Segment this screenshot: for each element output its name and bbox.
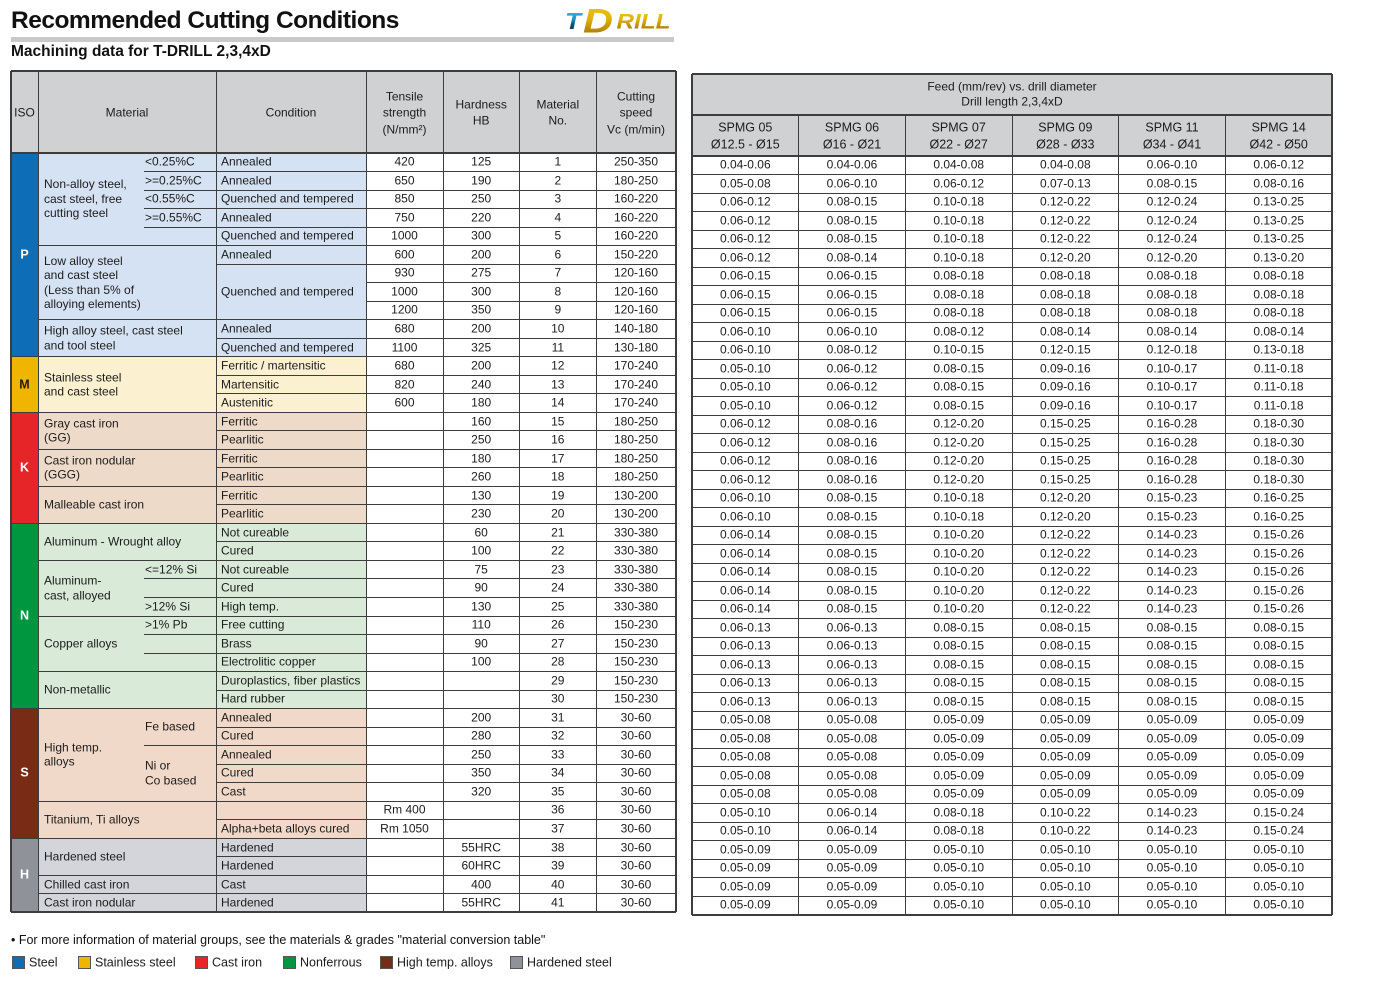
svg-text:T: T bbox=[565, 8, 583, 34]
svg-text:RILL: RILL bbox=[617, 10, 671, 34]
svg-text:D: D bbox=[583, 3, 613, 37]
